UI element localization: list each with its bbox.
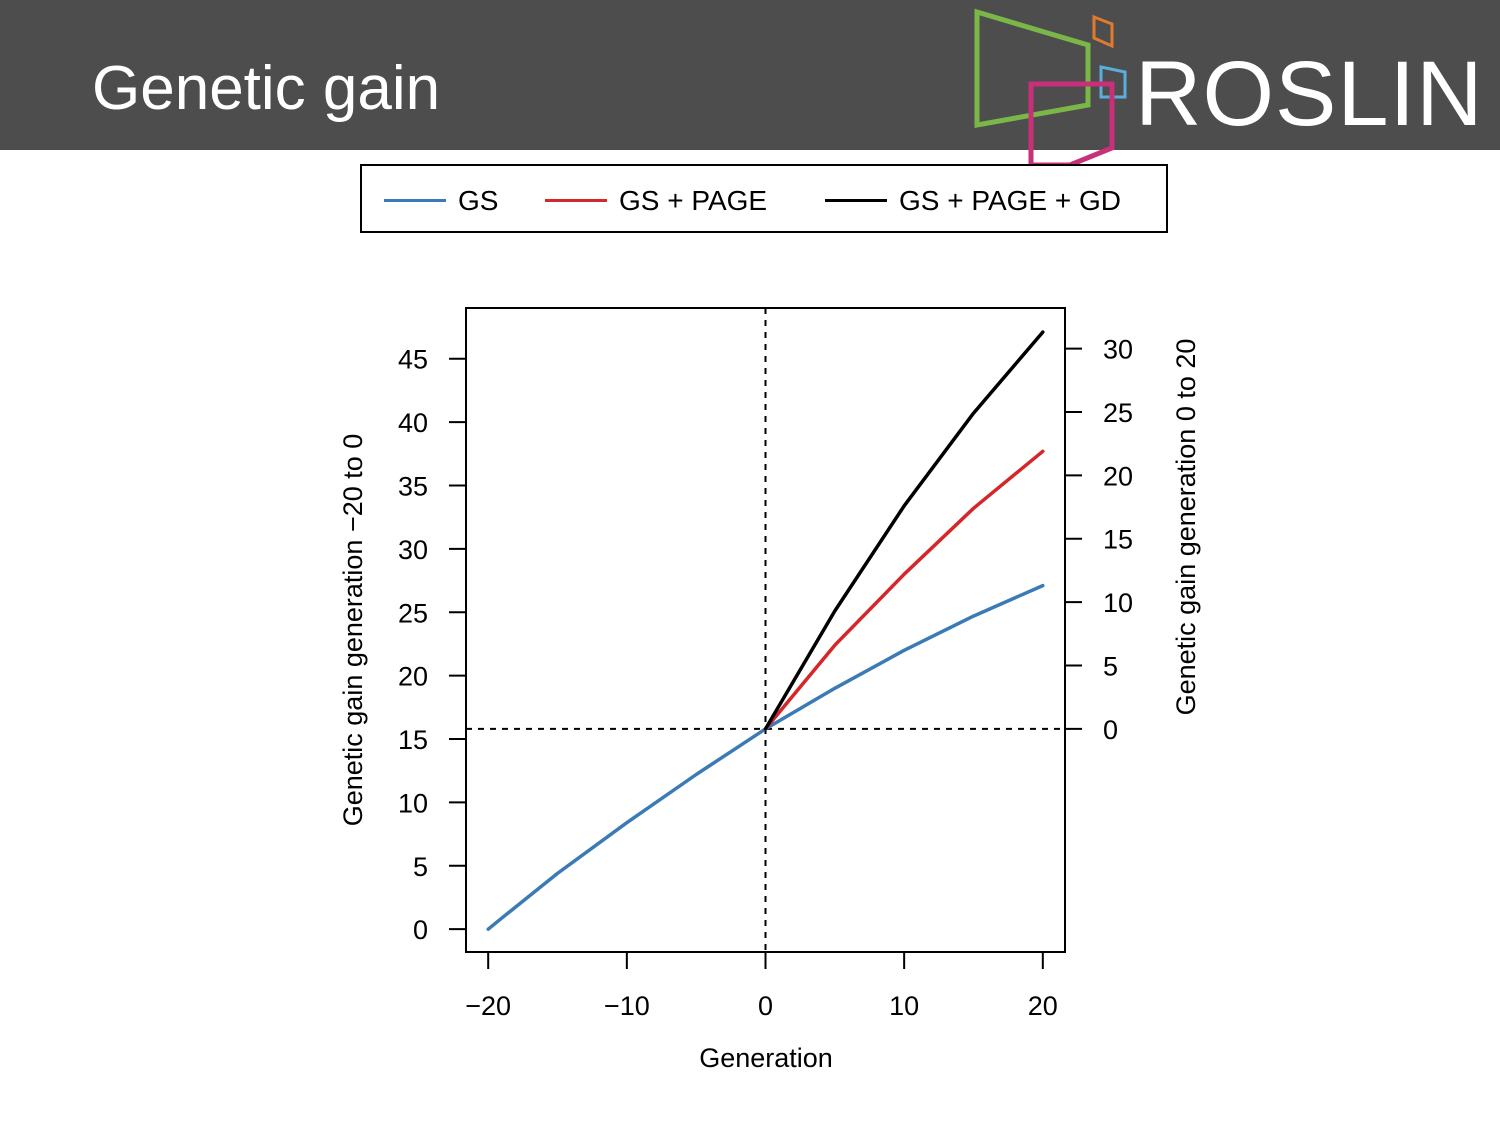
y-left-tick-label: 30	[398, 535, 428, 565]
legend-item-gs-page: GS + PAGE	[545, 166, 767, 235]
logo-magenta-frame	[1028, 81, 1115, 165]
y-axis-right-label: Genetic gain generation 0 to 20	[1171, 339, 1201, 716]
logo-orange-frame	[1092, 14, 1114, 49]
x-tick-label: 10	[889, 991, 919, 1021]
y-right-tick-label: 5	[1103, 651, 1118, 681]
x-axis: −20 −10 0 10 20	[465, 951, 1058, 1021]
series-lines	[486, 330, 1045, 931]
y-right-tick-label: 20	[1103, 461, 1133, 491]
y-left-tick-label: 25	[398, 598, 428, 628]
slide-header: Genetic gain	[0, 0, 1500, 150]
y-left-tick-label: 5	[413, 852, 428, 882]
legend-label-gs-page-gd: GS + PAGE + GD	[899, 184, 1122, 216]
y-left-tick-label: 15	[398, 725, 428, 755]
legend-label-gs: GS	[458, 184, 499, 216]
y-left-tick-label: 40	[398, 408, 428, 438]
logo-blue-frame	[1099, 65, 1127, 99]
x-tick-label: 0	[758, 991, 773, 1021]
legend-swatch-gs-page-gd	[825, 199, 887, 202]
chart-legend: GS GS + PAGE GS + PAGE + GD	[360, 164, 1168, 233]
y-right-tick-label: 25	[1103, 398, 1133, 428]
y-axis-left-label: Genetic gain generation −20 to 0	[338, 434, 368, 827]
y-left-tick-label: 35	[398, 471, 428, 501]
series-line-gs-page	[763, 449, 1045, 731]
legend-item-gs: GS	[384, 166, 498, 235]
y-left-tick-label: 20	[398, 662, 428, 692]
x-tick-label: −10	[604, 991, 650, 1021]
roslin-logo	[974, 8, 1127, 165]
legend-item-gs-page-gd: GS + PAGE + GD	[825, 166, 1121, 235]
logo-green-frame	[974, 8, 1091, 128]
y-right-tick-label: 30	[1103, 335, 1133, 365]
y-axis-right: 0 5 10 15 20 25 30	[1065, 335, 1133, 745]
reference-lines	[466, 308, 1065, 952]
x-tick-label: −20	[465, 991, 511, 1021]
series-line-gs	[486, 583, 1045, 931]
y-right-tick-label: 10	[1103, 588, 1133, 618]
legend-swatch-gs-page	[545, 199, 607, 202]
y-right-tick-label: 0	[1103, 715, 1118, 745]
x-tick-label: 20	[1028, 991, 1058, 1021]
legend-label-gs-page: GS + PAGE	[619, 184, 768, 216]
legend-swatch-gs	[384, 199, 446, 202]
y-right-tick-label: 15	[1103, 525, 1133, 555]
y-left-tick-label: 0	[413, 915, 428, 945]
logo-wordmark: ROSLIN	[1135, 43, 1484, 145]
x-axis-label: Generation	[699, 1043, 833, 1073]
y-left-tick-label: 45	[398, 345, 428, 375]
series-line-gs-page-gd	[763, 330, 1045, 731]
slide-title: Genetic gain	[92, 54, 441, 123]
y-left-tick-label: 10	[398, 788, 428, 818]
y-axis-left: 0 5 10 15 20 25 30 35 40 45	[398, 345, 466, 945]
